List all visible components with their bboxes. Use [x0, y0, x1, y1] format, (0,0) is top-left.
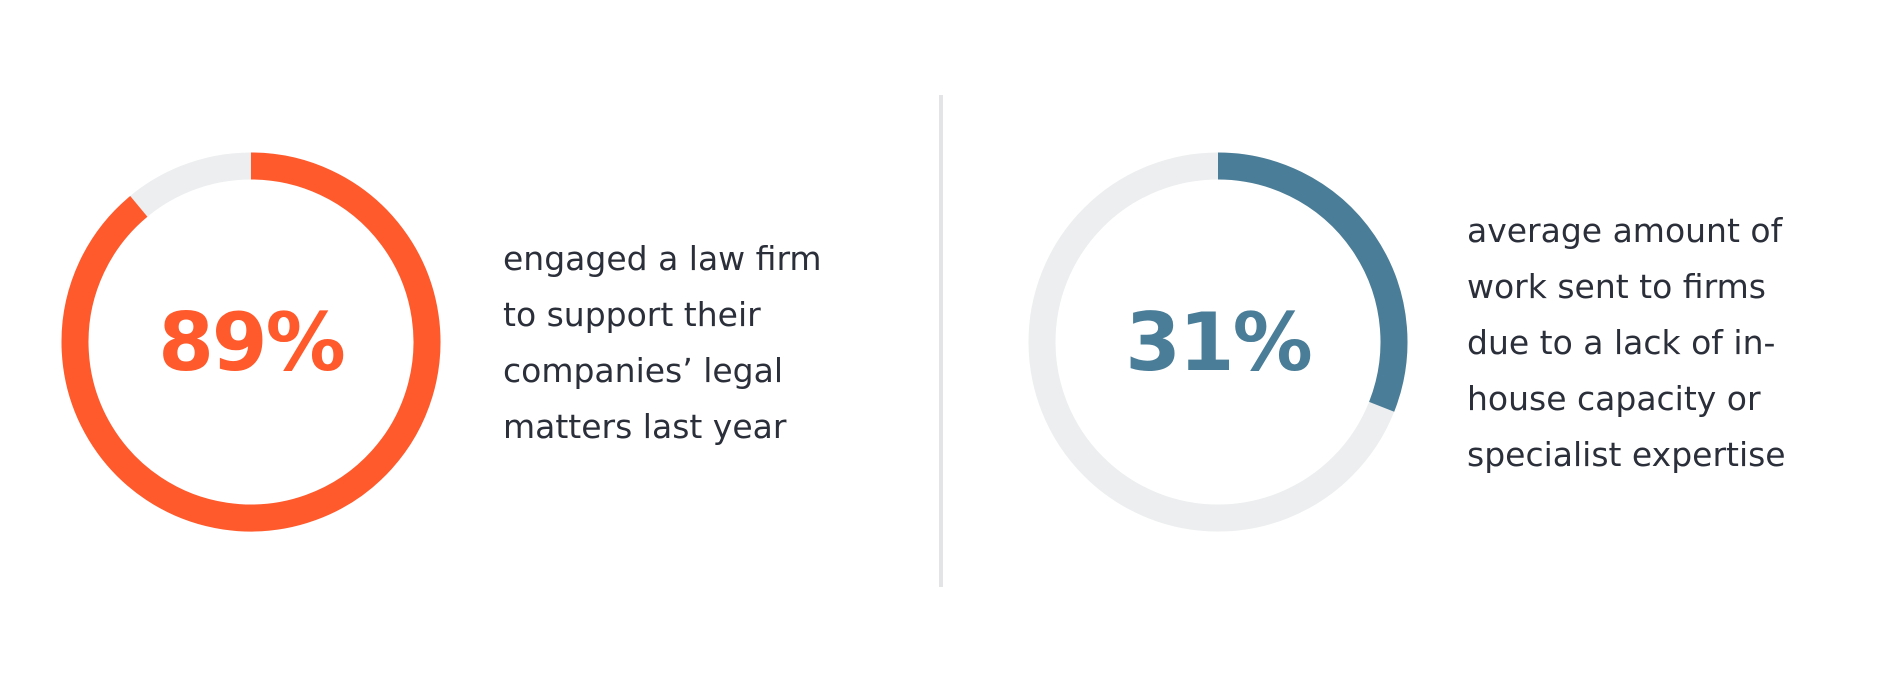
donut-chart — [61, 152, 441, 532]
stat-work-sent-to-firms: 31% average amount of work sent to firms… — [944, 0, 1877, 680]
ring-progress-arc — [1217, 152, 1408, 412]
caption-line: companies’ legal — [503, 351, 784, 390]
caption-line: house capacity or — [1467, 379, 1761, 418]
percentage-value: 31% — [1125, 295, 1312, 389]
caption-line: matters last year — [503, 407, 787, 446]
caption-line: work sent to firms — [1467, 267, 1766, 306]
stat-caption: average amount of work sent to firms due… — [1467, 203, 1857, 483]
caption-line: specialist expertise — [1467, 435, 1786, 474]
progress-ring: 31% — [1028, 152, 1408, 532]
divider — [939, 95, 943, 587]
caption-line: average amount of — [1467, 211, 1783, 250]
progress-ring: 89% — [61, 152, 441, 532]
caption-line: due to a lack of in- — [1467, 323, 1776, 362]
caption-line: to support their — [503, 295, 761, 334]
stat-caption: engaged a law firm to support their comp… — [503, 231, 883, 455]
stat-engaged-law-firm: 89% engaged a law firm to support their … — [61, 152, 883, 532]
ring-progress-arc — [61, 152, 441, 532]
donut-chart — [1028, 152, 1408, 532]
caption-line: engaged a law firm — [503, 239, 822, 278]
percentage-value: 89% — [158, 295, 345, 389]
